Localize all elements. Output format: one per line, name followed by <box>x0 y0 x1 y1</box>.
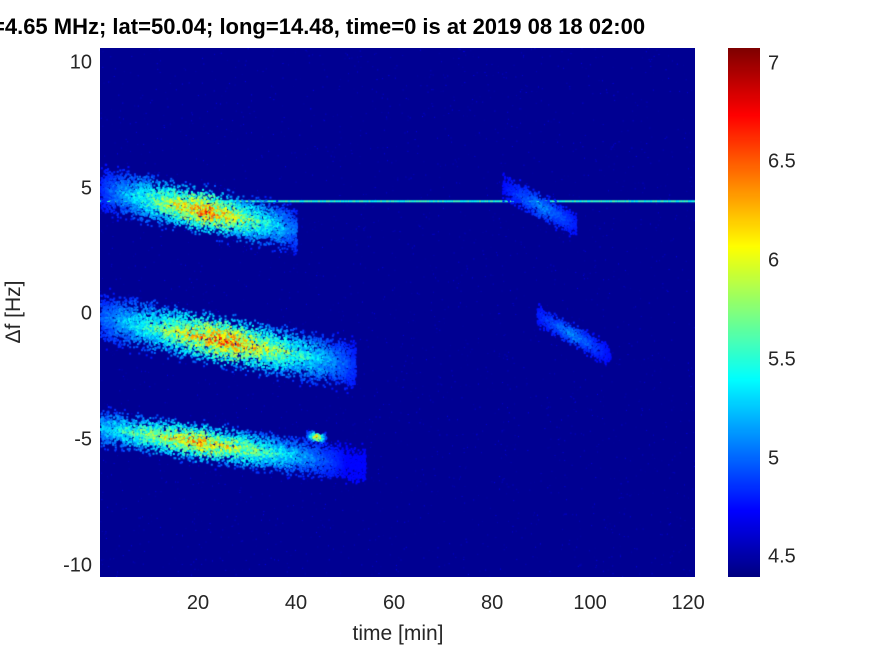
colorbar-tick-label: 6 <box>768 249 780 272</box>
y-tick-label: 5 <box>80 177 92 200</box>
colorbar-tick-label: 4.5 <box>768 545 796 568</box>
y-tick-label: -5 <box>74 428 92 451</box>
colorbar-tick-label: 5 <box>768 447 780 470</box>
colorbar-tick-label: 5.5 <box>768 348 796 371</box>
y-tick-label: -10 <box>63 554 92 577</box>
y-tick-label: 0 <box>80 302 92 325</box>
x-tick-label: 40 <box>284 592 308 614</box>
x-tick-label: 120 <box>671 592 705 614</box>
x-tick-label: 80 <box>480 592 504 614</box>
colorbar <box>728 48 760 577</box>
x-tick-label: 20 <box>186 592 210 614</box>
x-tick-label: 100 <box>573 592 607 614</box>
spectrogram-heatmap <box>100 48 695 577</box>
x-tick-label: 60 <box>382 592 406 614</box>
y-tick-label: 10 <box>69 51 92 74</box>
colorbar-tick-label: 7 <box>768 52 780 75</box>
y-axis-label: Δf [Hz] <box>2 280 25 344</box>
x-axis-label: time [min] <box>352 622 444 645</box>
chart-title-text: =4.65 MHz; lat=50.04; long=14.48, time=0… <box>0 14 646 39</box>
colorbar-tick-label: 6.5 <box>768 150 796 173</box>
